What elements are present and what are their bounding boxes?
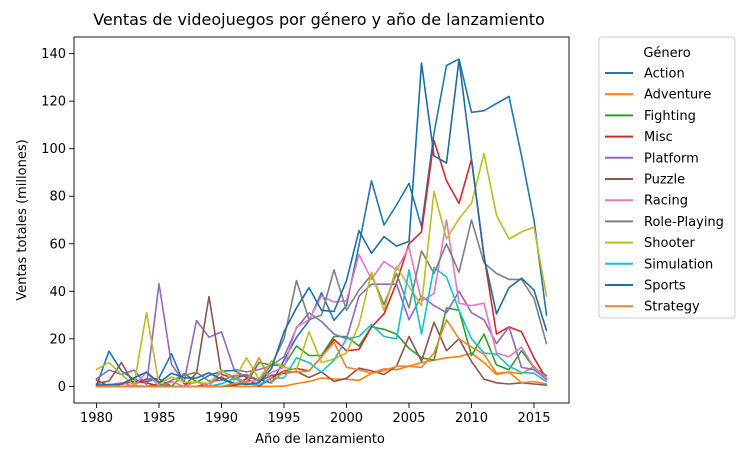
legend: Género Action Adventure Fighting Misc Platfo… <box>598 36 736 319</box>
series-line-shooter <box>95 152 548 387</box>
plot-area <box>73 36 570 404</box>
x-axis-label: Año de lanzamiento <box>255 432 385 447</box>
series-line-platform <box>95 282 548 386</box>
y-tick-label: 120 <box>41 95 66 110</box>
legend-label: Fighting <box>644 109 696 124</box>
x-tick-label: 1985 <box>142 411 175 426</box>
legend-title: Género <box>643 46 690 61</box>
legend-label: Shooter <box>644 236 695 251</box>
legend-label: Sports <box>644 279 686 294</box>
legend-item-puzzle: Puzzle <box>605 173 685 188</box>
y-tick-label: 0 <box>58 380 66 395</box>
x-tick-label: 1995 <box>267 411 300 426</box>
legend-item-platform: Platform <box>605 151 699 166</box>
y-tick-label: 140 <box>41 47 66 62</box>
y-tick-label: 60 <box>49 237 66 252</box>
chart-title: Ventas de videojuegos por género y año d… <box>93 10 545 29</box>
x-tick-label: 2005 <box>392 411 425 426</box>
legend-item-action: Action <box>605 67 685 82</box>
legend-label: Adventure <box>644 88 711 103</box>
legend-item-strategy: Strategy <box>605 300 700 315</box>
x-axis: 1980 1985 1990 1995 2000 2005 2010 2015 <box>80 403 551 426</box>
x-tick-label: 1980 <box>80 411 113 426</box>
y-axis: 0 20 40 60 80 100 120 140 <box>41 47 74 395</box>
legend-item-racing: Racing <box>605 194 688 209</box>
series-layer <box>95 58 548 388</box>
x-tick-label: 2000 <box>330 411 363 426</box>
series-line-action <box>95 58 548 387</box>
x-tick-label: 2015 <box>517 411 550 426</box>
legend-label: Role-Playing <box>644 215 724 230</box>
series-line-racing <box>95 219 548 388</box>
y-tick-label: 40 <box>49 285 66 300</box>
series-line-sports <box>95 58 548 387</box>
series-line-role-playing <box>95 219 548 388</box>
x-tick-label: 1990 <box>205 411 238 426</box>
legend-item-fighting: Fighting <box>605 109 696 124</box>
legend-label: Simulation <box>644 257 713 272</box>
y-tick-label: 100 <box>41 142 66 157</box>
legend-frame <box>598 36 736 319</box>
legend-label: Action <box>644 67 685 82</box>
legend-item-simulation: Simulation <box>605 257 713 272</box>
legend-items: Action Adventure Fighting Misc Platform Puzzl… <box>605 67 724 315</box>
x-tick-label: 2010 <box>455 411 488 426</box>
y-axis-label: Ventas totales (millones) <box>15 139 30 300</box>
legend-label: Puzzle <box>644 173 685 188</box>
legend-item-role-playing: Role-Playing <box>605 215 724 230</box>
legend-item-sports: Sports <box>605 279 686 294</box>
legend-label: Platform <box>644 151 699 166</box>
legend-item-misc: Misc <box>605 130 673 145</box>
legend-item-adventure: Adventure <box>605 88 711 103</box>
legend-label: Misc <box>644 130 673 145</box>
axes-frame <box>73 36 570 404</box>
y-tick-label: 20 <box>49 332 66 347</box>
series-line-strategy <box>95 318 548 388</box>
y-tick-label: 80 <box>49 190 66 205</box>
legend-item-shooter: Shooter <box>605 236 695 251</box>
legend-label: Racing <box>644 194 688 209</box>
legend-label: Strategy <box>644 300 700 315</box>
